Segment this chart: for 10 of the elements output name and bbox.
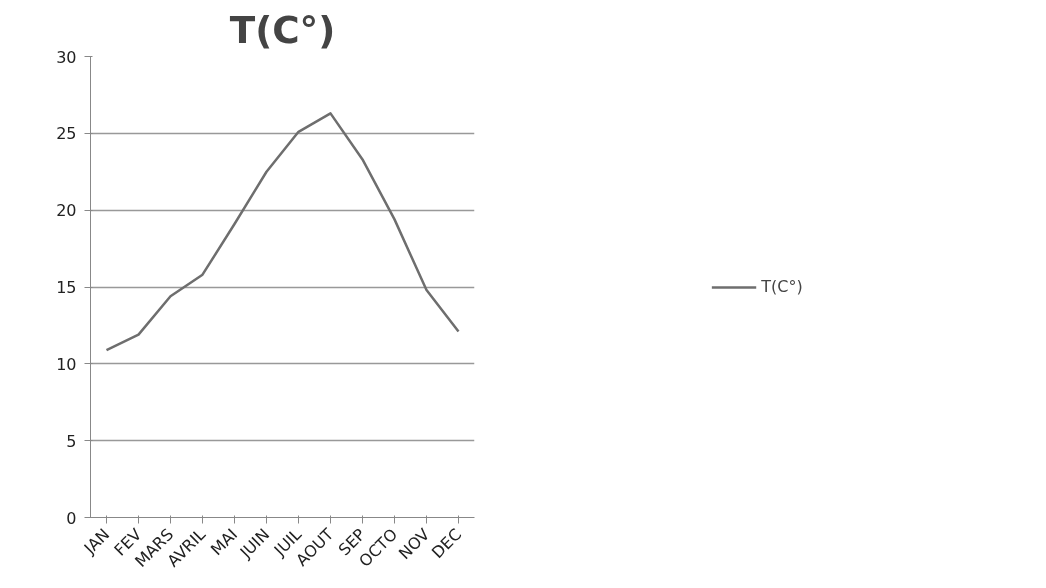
line-series (105, 112, 460, 352)
legend-label: T(C°) (761, 277, 803, 296)
y-tick-label: 0 (66, 508, 77, 528)
y-tick-label: 30 (56, 47, 77, 67)
y-tick-label: 25 (56, 124, 77, 144)
y-tick-label: 10 (56, 354, 77, 374)
y-tick-label: 20 (56, 201, 77, 221)
y-tick-label: 15 (56, 278, 77, 297)
y-tick-label: 5 (66, 431, 77, 451)
chart-title: T(C°) (229, 7, 336, 52)
